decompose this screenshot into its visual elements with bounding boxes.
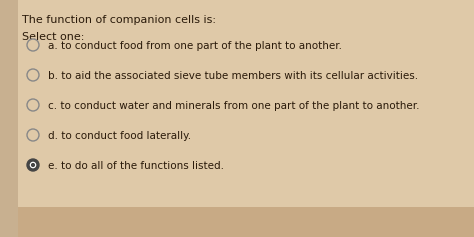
Text: b. to aid the associated sieve tube members with its cellular activities.: b. to aid the associated sieve tube memb… <box>48 71 418 81</box>
Circle shape <box>31 163 35 167</box>
Circle shape <box>27 159 39 171</box>
Circle shape <box>27 69 39 81</box>
Circle shape <box>30 162 36 168</box>
Text: The function of companion cells is:: The function of companion cells is: <box>22 15 216 25</box>
Text: Select one:: Select one: <box>22 32 84 42</box>
Circle shape <box>27 39 39 51</box>
Bar <box>0 0 18 237</box>
Text: e. to do all of the functions listed.: e. to do all of the functions listed. <box>48 161 224 171</box>
Circle shape <box>27 99 39 111</box>
Bar <box>0 207 474 237</box>
Text: a. to conduct food from one part of the plant to another.: a. to conduct food from one part of the … <box>48 41 342 51</box>
Text: c. to conduct water and minerals from one part of the plant to another.: c. to conduct water and minerals from on… <box>48 101 419 111</box>
Text: d. to conduct food laterally.: d. to conduct food laterally. <box>48 131 191 141</box>
Circle shape <box>27 129 39 141</box>
